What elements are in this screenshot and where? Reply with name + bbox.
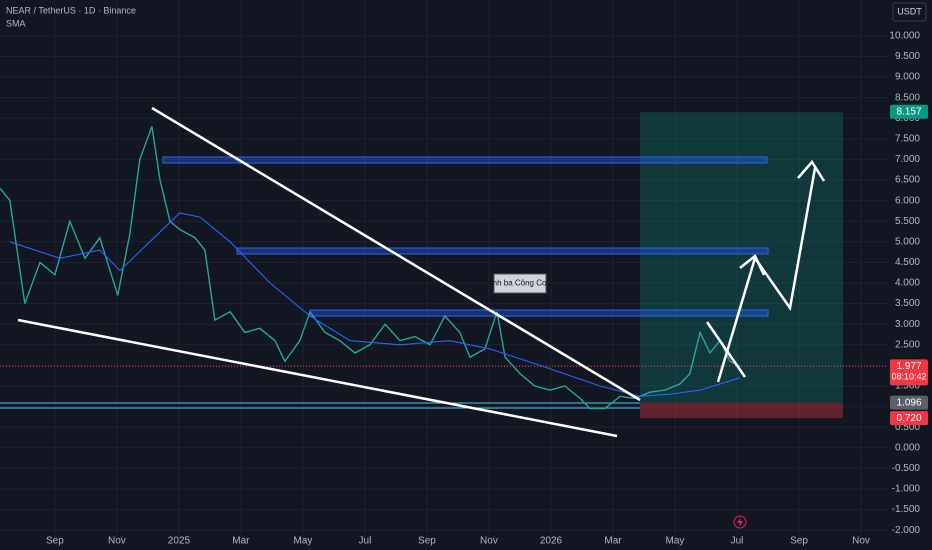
- y-tick-label: -2.000: [892, 525, 921, 536]
- y-tick-label: 7.000: [895, 154, 920, 165]
- y-tick-label: 10.000: [889, 30, 920, 41]
- last-price-tag-box: [890, 359, 928, 386]
- price-line: [0, 126, 741, 410]
- x-tick-label: Nov: [108, 536, 126, 547]
- x-tick-label: Nov: [852, 536, 870, 547]
- profit-zone: [640, 111, 843, 403]
- x-tick-label: Mar: [604, 536, 622, 547]
- target-tag: 8.157: [896, 106, 921, 117]
- trendline: [17, 318, 618, 438]
- y-tick-label: 7.500: [895, 133, 920, 144]
- y-tick-label: 1.500: [895, 381, 920, 392]
- x-tick-label: Sep: [418, 536, 436, 547]
- event-icon-bolt[interactable]: [737, 517, 743, 527]
- x-tick-label: May: [293, 536, 312, 547]
- y-tick-label: 9.500: [895, 51, 920, 62]
- y-tick-label: -1.000: [892, 484, 921, 495]
- y-tick-label: 0.500: [895, 422, 920, 433]
- zone: [236, 247, 769, 255]
- y-tick-label: 5.000: [895, 236, 920, 247]
- stop-tag: 0.720: [896, 413, 921, 424]
- last-price-tag: 1.977: [896, 361, 921, 372]
- y-tick-label: -1.500: [892, 504, 921, 515]
- y-tick-label: 3.500: [895, 298, 920, 309]
- event-icon[interactable]: [733, 515, 747, 529]
- trendline: [705, 321, 747, 378]
- x-tick-label: Sep: [46, 536, 64, 547]
- x-tick-label: Nov: [480, 536, 498, 547]
- y-tick-label: 6.000: [895, 195, 920, 206]
- countdown: 08:10:42: [891, 372, 926, 382]
- zone: [162, 156, 768, 164]
- y-tick-label: 0.000: [895, 442, 920, 453]
- trendline: [151, 106, 641, 402]
- y-tick-label: 4.000: [895, 278, 920, 289]
- y-tick-label: 2.500: [895, 339, 920, 350]
- y-tick-label: 4.500: [895, 257, 920, 268]
- y-tick-label: -0.500: [892, 463, 921, 474]
- chart-title: NEAR / TetherUS · 1D · Binance: [6, 5, 136, 15]
- stop-tag-box: [890, 411, 928, 426]
- x-tick-label: May: [666, 536, 685, 547]
- target-tag-box: [890, 104, 928, 119]
- x-tick-label: Jul: [731, 536, 744, 547]
- x-tick-label: Mar: [232, 536, 250, 547]
- axes: -2.000-1.500-1.000-0.5000.0000.5001.0001…: [46, 30, 928, 547]
- x-tick-label: 2026: [540, 536, 563, 547]
- y-tick-label: 6.500: [895, 175, 920, 186]
- currency-box[interactable]: [892, 2, 927, 22]
- y-tick-label: 5.500: [895, 216, 920, 227]
- y-tick-label: 3.000: [895, 319, 920, 330]
- annotation: Anh ba Công Cole: [487, 279, 553, 288]
- zone: [309, 309, 769, 317]
- x-tick-label: Jul: [359, 536, 372, 547]
- indicator-label: SMA: [6, 18, 26, 28]
- arrow-head: [797, 159, 826, 182]
- drawings: [0, 156, 769, 409]
- currency[interactable]: USDT: [897, 6, 922, 16]
- arrow-head: [739, 254, 766, 276]
- position-tool: [640, 111, 843, 419]
- annotation-box: [493, 273, 547, 294]
- entry-tag-box: [890, 395, 928, 410]
- x-tick-label: Sep: [790, 536, 808, 547]
- y-tick-label: 8.500: [895, 92, 920, 103]
- y-tick-label: 9.000: [895, 72, 920, 83]
- trendlines: [17, 106, 826, 438]
- x-tick-label: 2025: [168, 536, 191, 547]
- loss-zone: [640, 402, 843, 419]
- forecast-arrow: [716, 167, 817, 383]
- entry-tag: 1.096: [896, 397, 921, 408]
